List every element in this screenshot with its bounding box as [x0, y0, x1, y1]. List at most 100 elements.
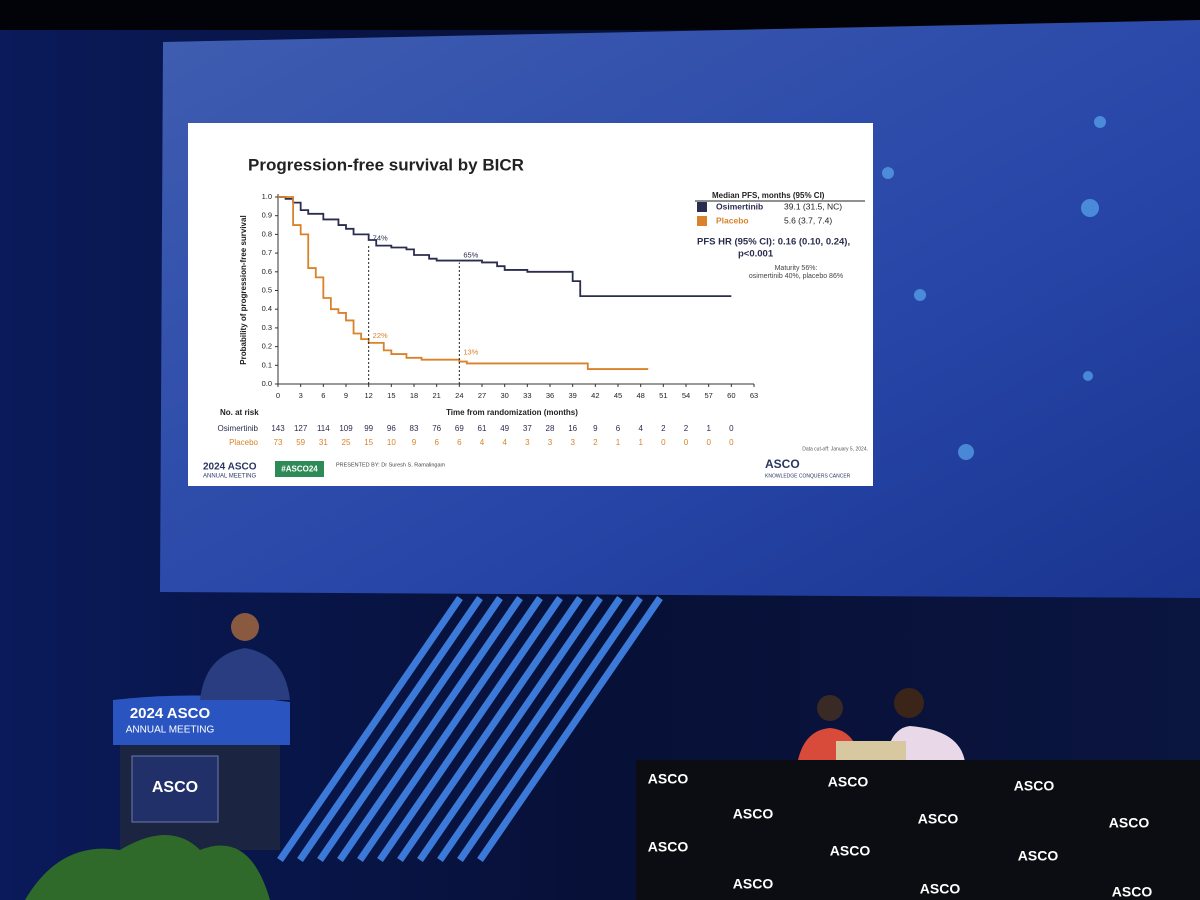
x-tick-label: 0	[276, 391, 280, 400]
plants	[25, 835, 270, 900]
y-axis-title: Probability of progression-free survival	[239, 215, 248, 364]
risk-value: 4	[638, 424, 643, 433]
risk-value: 0	[661, 438, 666, 447]
risk-value: 127	[294, 424, 308, 433]
risk-value: 6	[434, 438, 439, 447]
tagline: KNOWLEDGE CONQUERS CANCER	[765, 473, 851, 479]
legend-swatch	[697, 216, 707, 226]
x-tick-label: 57	[704, 391, 712, 400]
legend-median: 5.6 (3.7, 7.4)	[784, 215, 832, 225]
speaker-body	[200, 648, 290, 700]
panelist	[894, 688, 924, 718]
chart-layer: 0.00.10.20.30.40.50.60.70.80.91.00 3 6 9 12 1…	[218, 192, 1153, 900]
cutoff: Data cut-off: January 5, 2024.	[802, 446, 868, 452]
risk-value: 9	[412, 438, 417, 447]
table-logo: ASCO	[830, 843, 871, 859]
podium-logo: ASCO	[152, 779, 198, 796]
x-tick-label: 39	[568, 391, 576, 400]
landmark-label: 74%	[373, 234, 388, 243]
y-tick-label: 1.0	[262, 192, 272, 201]
risk-value: 83	[410, 424, 419, 433]
landmark-label: 65%	[463, 250, 478, 259]
presenter: PRESENTED BY: Dr Suresh S. Ramalingam	[336, 462, 446, 468]
risk-value: 61	[478, 424, 487, 433]
risk-value: 9	[593, 424, 598, 433]
risk-value: 143	[271, 424, 285, 433]
risk-value: 2	[661, 424, 666, 433]
survival-curve	[278, 196, 732, 298]
panelist	[817, 695, 843, 721]
table-logo: ASCO	[648, 771, 689, 787]
x-tick-label: 48	[636, 391, 644, 400]
risk-value: 25	[342, 438, 351, 447]
podium-panel	[131, 755, 219, 823]
table-logo: ASCO	[1014, 778, 1055, 794]
meeting-logo: 2024 ASCO	[203, 462, 257, 473]
x-tick-label: 42	[591, 391, 599, 400]
risk-value: 2	[593, 438, 598, 447]
risk-value: 3	[548, 438, 553, 447]
table-logo: ASCO	[920, 881, 961, 897]
y-tick-label: 0.9	[262, 211, 272, 220]
x-tick-label: 63	[750, 391, 758, 400]
hashtag: #ASCO24	[281, 465, 318, 474]
maturity: osimertinib 40%, placebo 86%	[749, 273, 843, 280]
podium-logo: ANNUAL MEETING	[126, 725, 215, 736]
risk-value: 6	[457, 438, 462, 447]
risk-value: 15	[364, 438, 373, 447]
x-tick-label: 6	[321, 391, 325, 400]
legend-title: Median PFS, months (95% CI)	[712, 191, 825, 200]
table-logo: ASCO	[1018, 848, 1059, 864]
table-logo: ASCO	[733, 876, 774, 892]
risk-value: 28	[546, 424, 555, 433]
x-tick-label: 30	[500, 391, 508, 400]
risk-value: 16	[568, 424, 577, 433]
risk-value: 0	[729, 424, 734, 433]
risk-value: 4	[480, 438, 485, 447]
risk-row-label: Placebo	[229, 438, 258, 447]
y-tick-label: 0.0	[262, 379, 272, 388]
risk-value: 96	[387, 424, 396, 433]
podium-top	[113, 695, 290, 745]
y-tick-label: 0.1	[262, 360, 272, 369]
table-logo: ASCO	[1112, 884, 1153, 900]
risk-value: 1	[638, 438, 643, 447]
risk-title: No. at risk	[220, 408, 259, 417]
risk-row-label: Osimertinib	[218, 424, 259, 433]
hashtag-box	[275, 461, 324, 477]
risk-value: 3	[570, 438, 575, 447]
risk-value: 37	[523, 424, 532, 433]
y-tick-label: 0.2	[262, 342, 272, 351]
chart-title: Progression-free survival by BICR	[248, 155, 524, 174]
x-tick-label: 15	[387, 391, 395, 400]
x-tick-label: 36	[546, 391, 554, 400]
risk-value: 4	[502, 438, 507, 447]
risk-value: 0	[729, 438, 734, 447]
risk-value: 3	[525, 438, 530, 447]
x-tick-label: 27	[478, 391, 486, 400]
risk-value: 73	[274, 438, 283, 447]
slide	[188, 123, 873, 486]
legend-label: Placebo	[716, 215, 749, 225]
y-tick-label: 0.5	[262, 285, 272, 294]
x-tick-label: 9	[344, 391, 348, 400]
y-tick-label: 0.8	[262, 229, 272, 238]
x-tick-label: 18	[410, 391, 418, 400]
x-tick-label: 24	[455, 391, 463, 400]
panel-table	[636, 760, 1200, 900]
x-tick-label: 21	[432, 391, 440, 400]
risk-value: 69	[455, 424, 464, 433]
risk-value: 0	[706, 438, 711, 447]
risk-value: 1	[616, 438, 621, 447]
y-tick-label: 0.3	[262, 323, 272, 332]
asco-logo: ASCO	[765, 457, 800, 471]
x-tick-label: 54	[682, 391, 690, 400]
x-tick-label: 33	[523, 391, 531, 400]
legend-label: Osimertinib	[716, 201, 763, 211]
laptop	[836, 741, 906, 763]
screen-dots	[882, 116, 1106, 460]
y-tick-label: 0.4	[262, 304, 272, 313]
hr-text: PFS HR (95% CI): 0.16 (0.10, 0.24),	[697, 237, 850, 248]
risk-value: 0	[684, 438, 689, 447]
